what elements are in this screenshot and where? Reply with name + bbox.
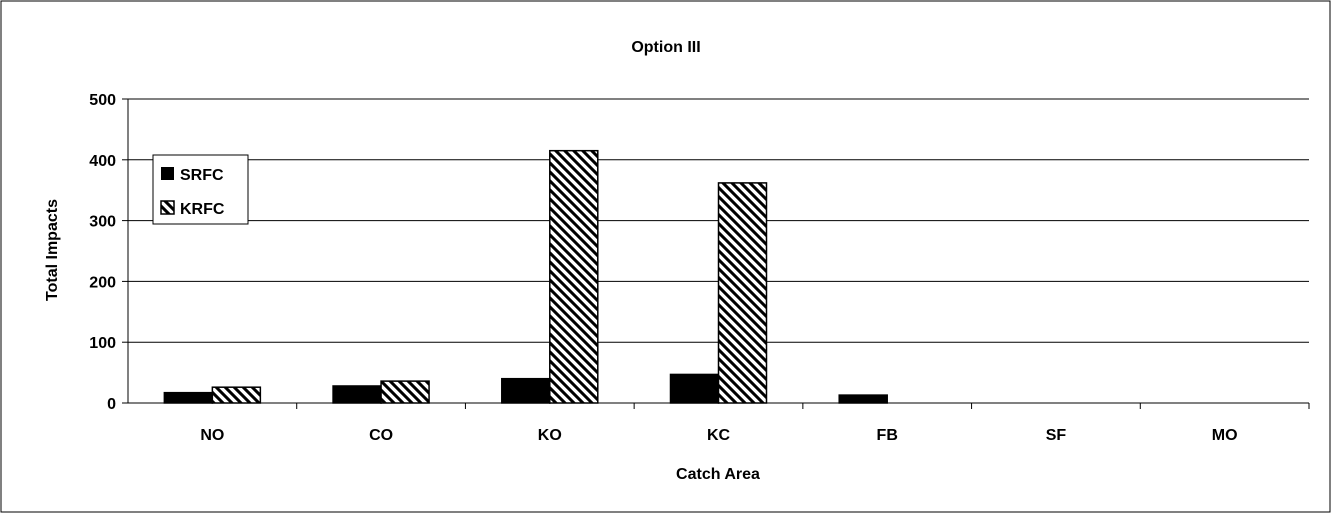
- x-tick-label: NO: [200, 427, 224, 444]
- x-tick-label: FB: [877, 427, 898, 444]
- x-tick-label: SF: [1046, 427, 1067, 444]
- y-tick-label: 500: [89, 92, 116, 109]
- x-tick-label: KO: [538, 427, 562, 444]
- y-axis-label: Total Impacts: [44, 199, 61, 301]
- y-tick-label: 200: [89, 274, 116, 291]
- x-tick-label: CO: [369, 427, 393, 444]
- chart-title: Option III: [631, 39, 700, 56]
- bar-krfc-ko: [549, 149, 599, 404]
- legend-label-srfc: SRFC: [180, 167, 224, 184]
- bar-srfc-ko: [501, 377, 551, 404]
- y-tick-label: 300: [89, 214, 116, 231]
- y-tick-label: 400: [89, 153, 116, 170]
- legend-swatch-krfc: [160, 200, 175, 215]
- y-tick-label: 0: [107, 396, 116, 413]
- bar-krfc-no: [211, 386, 262, 404]
- bar-srfc-fb: [838, 394, 888, 404]
- legend-swatch-srfc: [161, 167, 174, 180]
- legend-label-krfc: KRFC: [180, 201, 225, 218]
- x-tick-label: MO: [1212, 427, 1238, 444]
- bar-srfc-kc: [669, 373, 720, 404]
- x-axis-label: Catch Area: [676, 466, 760, 483]
- bar-krfc-kc: [717, 182, 768, 404]
- legend: SRFC KRFC: [152, 154, 249, 225]
- x-tick-label: KC: [707, 427, 731, 444]
- bars: [163, 149, 888, 404]
- bar-srfc-no: [163, 391, 214, 404]
- bar-srfc-co: [332, 385, 382, 404]
- bar-krfc-co: [380, 380, 430, 404]
- y-tick-label: 100: [89, 335, 116, 352]
- axes: 0 100 200 300 400 500 NO CO KO KC FB SF MO: [89, 92, 1310, 444]
